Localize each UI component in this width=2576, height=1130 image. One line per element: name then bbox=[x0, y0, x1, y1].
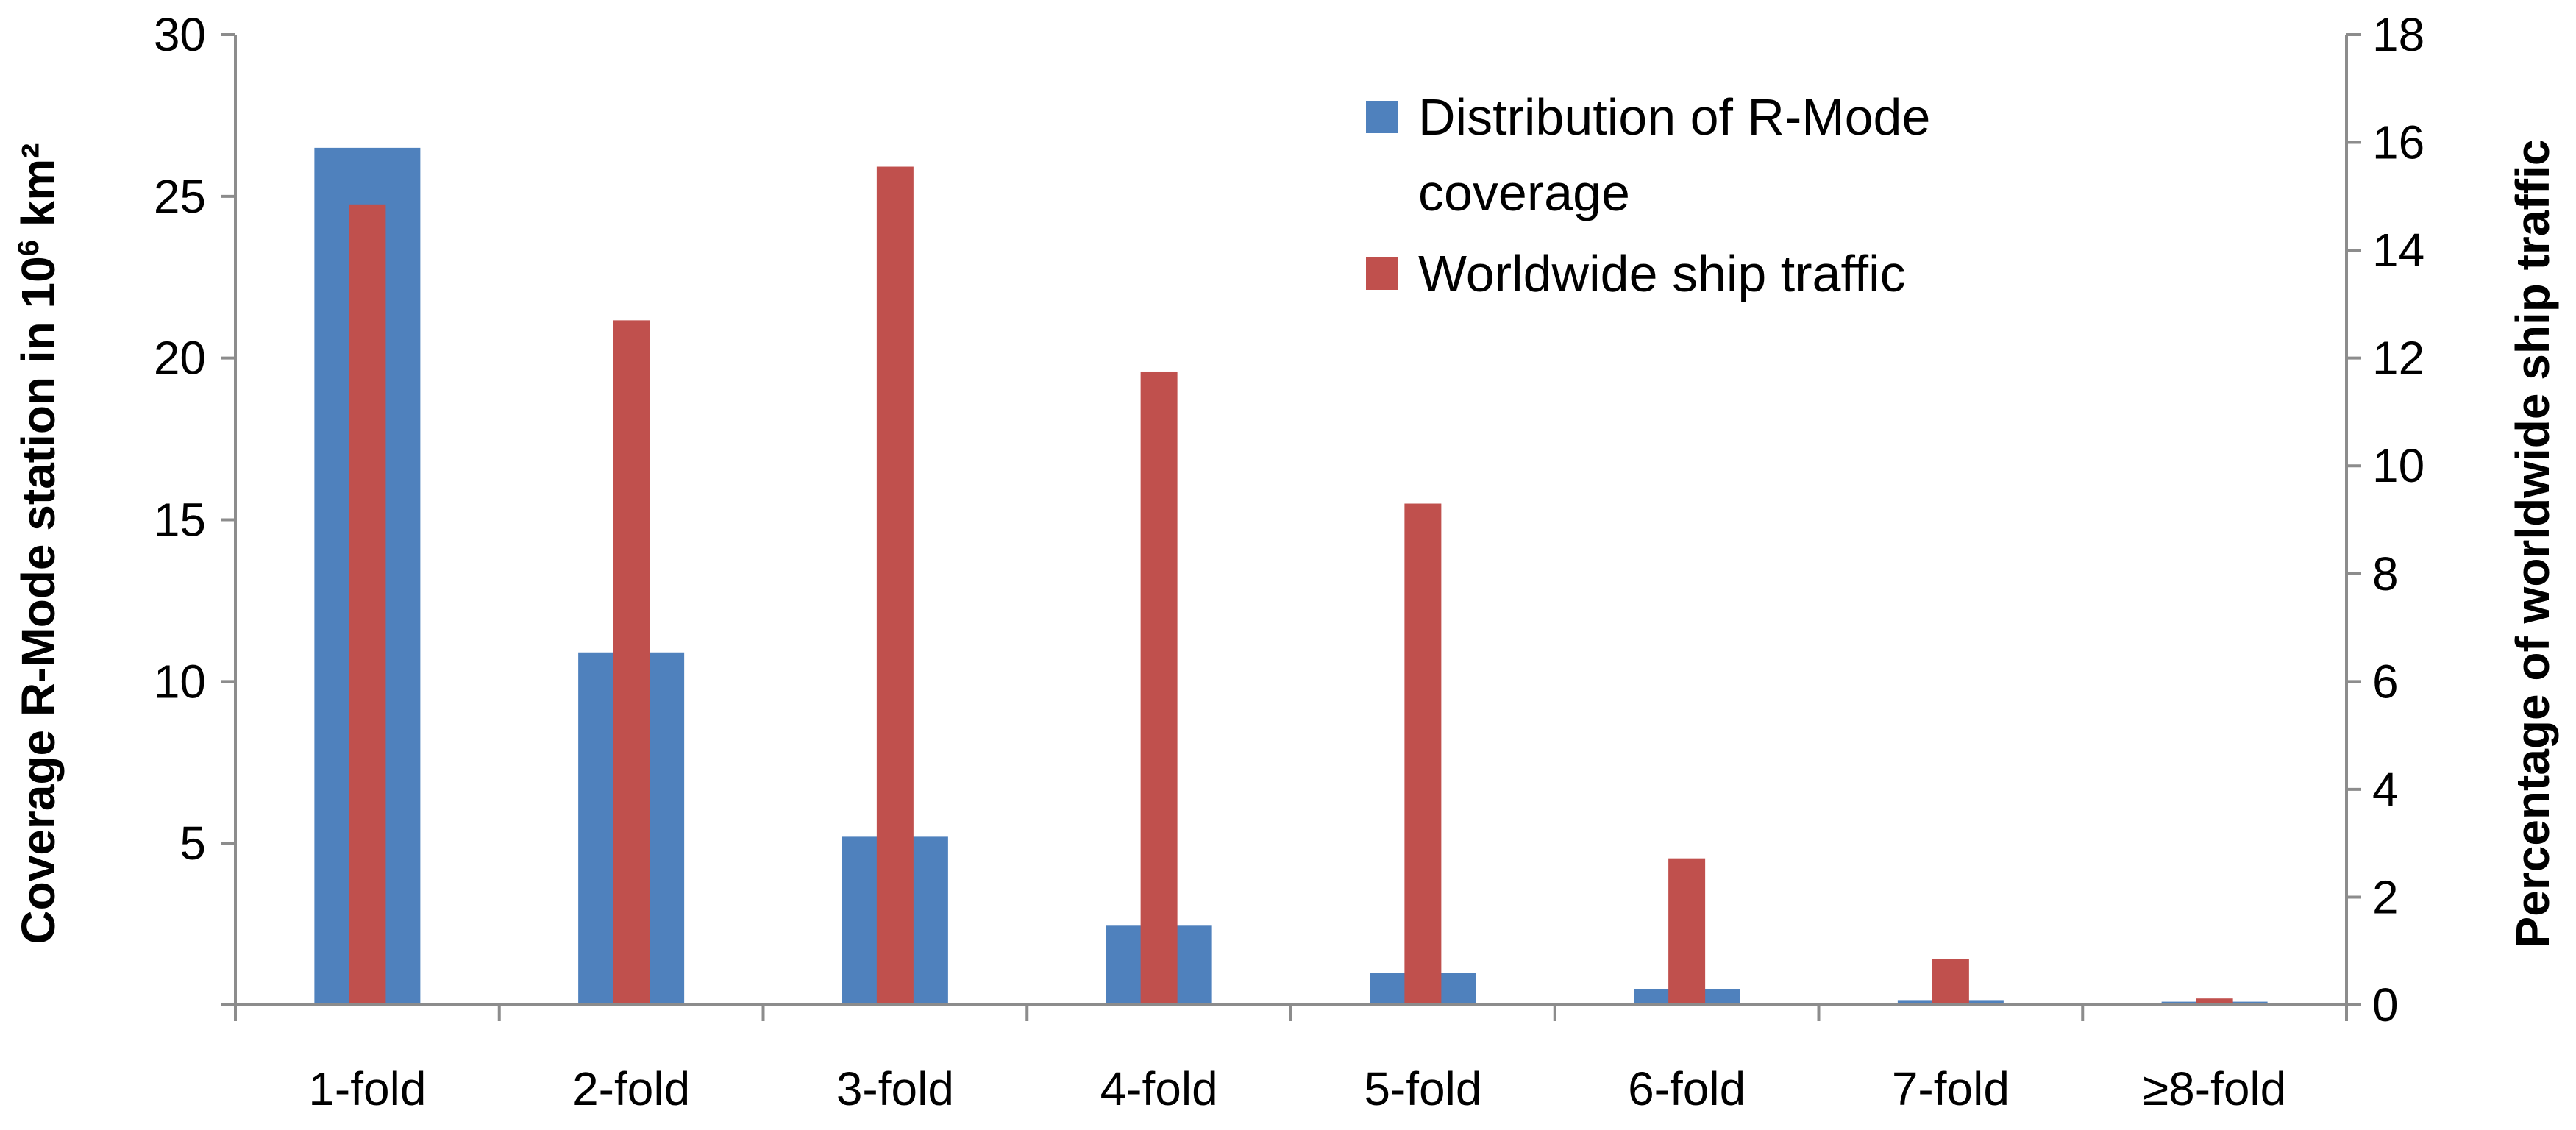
left-axis-title: Coverage R-Mode station in 106 km² bbox=[12, 143, 65, 944]
right-y-tick-label: 10 bbox=[2372, 439, 2424, 492]
bars-group bbox=[314, 147, 2268, 1006]
left-y-tick-labels: 5 10 15 20 25 30 bbox=[154, 8, 206, 870]
bar-ship-traffic-2 bbox=[613, 320, 650, 1006]
right-y-tick-label: 16 bbox=[2372, 116, 2424, 169]
left-y-tick-label: 20 bbox=[154, 332, 206, 385]
right-y-tick-labels: 0 2 4 6 8 10 12 14 16 18 bbox=[2372, 8, 2424, 1031]
x-tick-label: 6-fold bbox=[1628, 1062, 1746, 1115]
legend-swatch-coverage bbox=[1366, 101, 1398, 133]
right-y-tick-label: 14 bbox=[2372, 224, 2424, 277]
right-y-tick-label: 18 bbox=[2372, 8, 2424, 61]
bar-ship-traffic-1 bbox=[349, 204, 386, 1006]
axes-group bbox=[221, 33, 2361, 1021]
bar-ship-traffic-7 bbox=[1932, 959, 1969, 1005]
legend-label-coverage-line1: Distribution of R-Mode bbox=[1418, 88, 1930, 146]
bar-ship-traffic-8 bbox=[2196, 998, 2233, 1005]
left-y-tick-label: 5 bbox=[179, 817, 206, 870]
x-tick-label: 7-fold bbox=[1892, 1062, 2010, 1115]
bar-ship-traffic-4 bbox=[1140, 371, 1178, 1006]
x-tick-label: 4-fold bbox=[1100, 1062, 1218, 1115]
right-y-tick-label: 0 bbox=[2372, 978, 2399, 1031]
left-axis-title-prefix: Coverage R-Mode station in 10 bbox=[12, 256, 65, 944]
bar-ship-traffic-3 bbox=[876, 166, 914, 1006]
right-y-tick-label: 6 bbox=[2372, 655, 2399, 708]
left-y-tick-label: 25 bbox=[154, 170, 206, 223]
left-y-tick-label: 30 bbox=[154, 8, 206, 61]
x-tick-label: 2-fold bbox=[572, 1062, 690, 1115]
left-axis-title-superscript: 6 bbox=[13, 240, 45, 256]
x-tick-label: 1-fold bbox=[308, 1062, 426, 1115]
x-tick-label: 3-fold bbox=[836, 1062, 954, 1115]
legend-label-ship-traffic: Worldwide ship traffic bbox=[1418, 245, 1906, 302]
x-tick-label: ≥8-fold bbox=[2143, 1062, 2286, 1115]
left-y-tick-label: 15 bbox=[154, 494, 206, 547]
left-axis-title-suffix: km² bbox=[12, 143, 65, 240]
legend: Distribution of R-Mode coverage Worldwid… bbox=[1366, 88, 1930, 302]
x-tick-labels: 1-fold 2-fold 3-fold 4-fold 5-fold 6-fold 7-fo… bbox=[308, 1062, 2286, 1115]
right-y-tick-label: 4 bbox=[2372, 763, 2399, 816]
legend-swatch-ship-traffic bbox=[1366, 257, 1398, 290]
x-tick-label: 5-fold bbox=[1364, 1062, 1481, 1115]
legend-label-coverage-line2: coverage bbox=[1418, 164, 1630, 221]
right-y-tick-label: 12 bbox=[2372, 332, 2424, 385]
bar-ship-traffic-6 bbox=[1668, 858, 1706, 1005]
right-y-tick-label: 8 bbox=[2372, 547, 2399, 600]
right-axis-title: Percentage of worldwide ship traffic bbox=[2506, 140, 2559, 948]
right-y-tick-label: 2 bbox=[2372, 870, 2399, 923]
bar-ship-traffic-5 bbox=[1404, 503, 1442, 1005]
left-y-tick-label: 10 bbox=[154, 655, 206, 708]
